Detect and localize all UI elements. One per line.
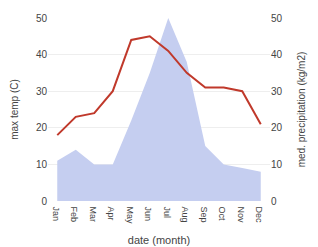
svg-text:date (month): date (month): [128, 234, 190, 246]
svg-text:30: 30: [271, 86, 283, 97]
svg-text:Sep: Sep: [199, 207, 209, 223]
svg-text:max temp (C): max temp (C): [9, 79, 20, 140]
svg-text:0: 0: [271, 196, 277, 207]
svg-text:May: May: [125, 207, 135, 225]
svg-text:50: 50: [36, 13, 48, 24]
svg-text:10: 10: [36, 159, 48, 170]
svg-text:Aug: Aug: [180, 207, 190, 223]
svg-text:30: 30: [36, 86, 48, 97]
svg-text:10: 10: [271, 159, 283, 170]
svg-text:50: 50: [271, 13, 283, 24]
svg-text:Nov: Nov: [236, 207, 246, 224]
svg-text:40: 40: [271, 49, 283, 60]
svg-text:Feb: Feb: [69, 207, 79, 223]
svg-text:Jul: Jul: [162, 207, 172, 219]
svg-text:med. precipitation (kg/m2): med. precipitation (kg/m2): [296, 52, 307, 168]
svg-text:Apr: Apr: [106, 207, 116, 221]
svg-text:0: 0: [41, 196, 47, 207]
svg-text:Mar: Mar: [88, 207, 98, 223]
svg-text:20: 20: [36, 122, 48, 133]
svg-text:40: 40: [36, 49, 48, 60]
svg-text:Jan: Jan: [51, 207, 61, 222]
svg-text:Jun: Jun: [143, 207, 153, 222]
svg-text:Dec: Dec: [254, 207, 264, 224]
svg-text:Oct: Oct: [217, 207, 227, 222]
svg-text:20: 20: [271, 122, 283, 133]
